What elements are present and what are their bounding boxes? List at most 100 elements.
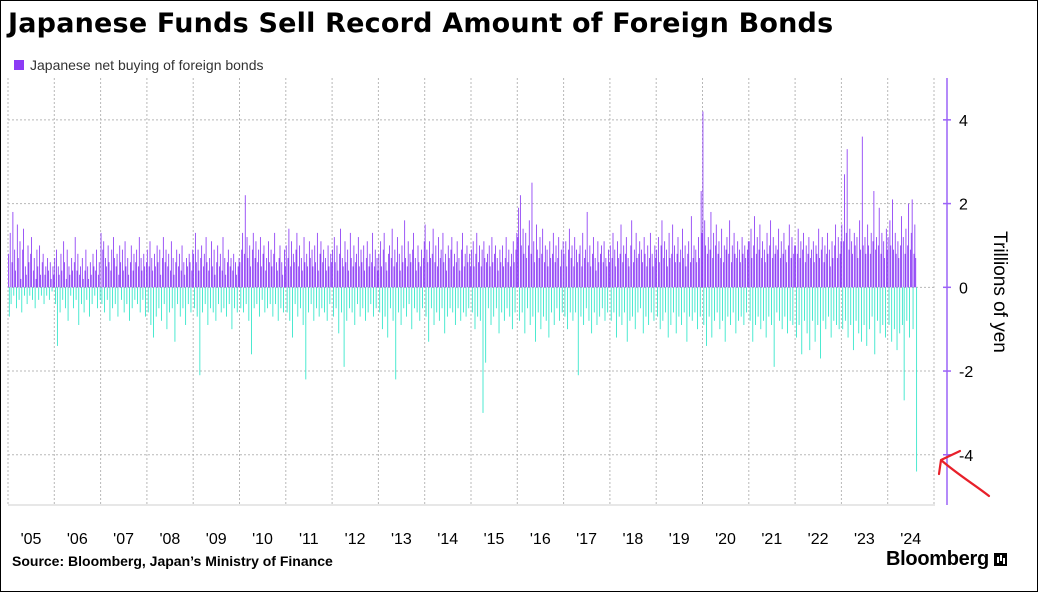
bar-negative bbox=[474, 287, 476, 330]
bar-negative bbox=[289, 287, 291, 321]
bar-positive bbox=[113, 258, 115, 288]
bar-negative bbox=[781, 287, 783, 330]
bar-positive bbox=[235, 262, 236, 288]
bar-positive bbox=[584, 249, 586, 288]
bar-positive bbox=[533, 241, 535, 288]
bar-positive bbox=[853, 232, 855, 288]
bar-positive bbox=[66, 249, 68, 288]
bar-negative bbox=[406, 287, 407, 317]
bar-positive bbox=[492, 262, 494, 288]
bar-negative bbox=[820, 287, 821, 359]
bar-negative bbox=[18, 287, 20, 300]
bar-positive bbox=[195, 262, 197, 288]
bar-negative bbox=[903, 287, 905, 401]
bar-positive bbox=[252, 232, 254, 288]
bar-positive bbox=[108, 262, 110, 288]
bar-positive bbox=[293, 262, 295, 288]
bar-negative bbox=[346, 287, 348, 321]
bar-positive bbox=[423, 241, 425, 288]
bar-positive bbox=[812, 241, 814, 288]
bar-negative bbox=[755, 287, 756, 325]
bar-negative bbox=[112, 287, 114, 309]
bar-positive bbox=[714, 245, 716, 288]
bar-negative bbox=[545, 287, 547, 321]
bar-positive bbox=[355, 262, 357, 288]
bar-positive bbox=[623, 245, 625, 288]
bar-positive bbox=[118, 274, 120, 288]
bar-negative bbox=[706, 287, 707, 346]
bar-positive bbox=[369, 253, 371, 288]
bar-positive bbox=[82, 278, 84, 288]
bar-negative bbox=[422, 287, 423, 309]
bar-positive bbox=[581, 266, 583, 288]
bar-positive bbox=[717, 253, 719, 288]
bar-positive bbox=[262, 253, 264, 288]
bar-positive bbox=[157, 262, 159, 288]
bar-positive bbox=[674, 262, 676, 288]
bar-positive bbox=[511, 253, 512, 288]
bar-positive bbox=[720, 258, 722, 288]
bar-positive bbox=[669, 258, 671, 288]
bar-positive bbox=[914, 224, 916, 288]
bar-negative bbox=[51, 287, 53, 292]
bar-positive bbox=[785, 249, 787, 288]
bar-positive bbox=[484, 258, 486, 288]
bar-positive bbox=[65, 278, 67, 288]
bar-positive bbox=[211, 266, 213, 288]
bar-positive bbox=[775, 245, 777, 288]
bar-positive bbox=[712, 258, 714, 288]
bar-positive bbox=[16, 224, 18, 288]
bar-positive bbox=[791, 237, 793, 288]
bar-positive bbox=[183, 262, 185, 288]
bar-negative bbox=[202, 287, 203, 313]
bar-positive bbox=[890, 245, 892, 288]
bar-positive bbox=[347, 249, 349, 288]
bar-positive bbox=[494, 253, 495, 288]
bar-negative bbox=[185, 287, 187, 325]
bar-negative bbox=[300, 287, 301, 309]
bar-negative bbox=[137, 287, 138, 305]
bar-positive bbox=[90, 274, 92, 288]
bar-positive bbox=[859, 220, 861, 288]
bar-positive bbox=[894, 232, 896, 288]
bar-negative bbox=[55, 287, 57, 305]
bar-negative bbox=[792, 287, 794, 325]
bar-positive bbox=[291, 241, 292, 288]
bar-positive bbox=[267, 241, 269, 288]
bar-positive bbox=[625, 237, 627, 288]
bar-positive bbox=[454, 253, 455, 288]
bar-positive bbox=[442, 232, 444, 288]
bar-negative bbox=[438, 287, 440, 321]
x-tick-label: '15 bbox=[484, 531, 505, 548]
bar-positive bbox=[574, 237, 576, 288]
bar-positive bbox=[647, 245, 649, 288]
bar-positive bbox=[597, 241, 599, 288]
bar-positive bbox=[191, 270, 193, 288]
bar-negative bbox=[812, 287, 813, 321]
x-tick-label: '19 bbox=[669, 531, 690, 548]
bar-positive bbox=[800, 241, 802, 288]
x-tick-label: '12 bbox=[345, 531, 366, 548]
bar-positive bbox=[445, 253, 447, 288]
bar-positive bbox=[725, 249, 727, 288]
bar-positive bbox=[49, 262, 51, 288]
bar-positive bbox=[867, 224, 869, 288]
bar-positive bbox=[111, 249, 113, 288]
bar-positive bbox=[120, 262, 122, 288]
bar-positive bbox=[88, 278, 89, 288]
bar-positive bbox=[600, 245, 602, 288]
bar-positive bbox=[663, 258, 665, 288]
x-tick-label: '14 bbox=[437, 531, 458, 548]
bar-positive bbox=[216, 262, 218, 288]
bar-negative bbox=[109, 287, 111, 321]
bar-negative bbox=[842, 287, 844, 330]
bar-positive bbox=[339, 253, 341, 288]
bar-positive bbox=[125, 266, 127, 288]
bar-positive bbox=[424, 224, 426, 288]
bar-negative bbox=[787, 287, 788, 334]
bar-negative bbox=[99, 287, 101, 300]
bloomberg-chart-icon bbox=[993, 553, 1007, 566]
bar-positive bbox=[476, 232, 478, 288]
bar-positive bbox=[695, 249, 697, 288]
bar-negative bbox=[29, 287, 31, 296]
